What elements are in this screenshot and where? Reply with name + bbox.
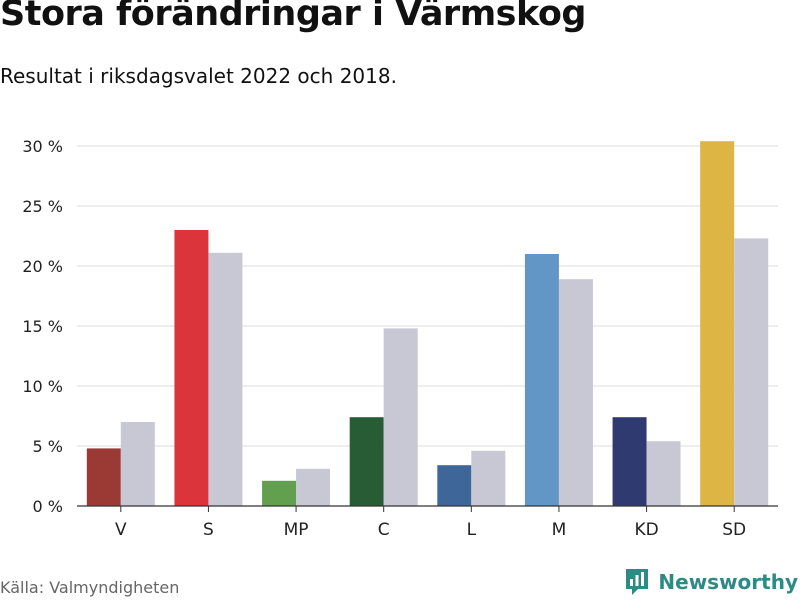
brand-name: Newsworthy bbox=[658, 570, 798, 594]
bar-2022 bbox=[86, 448, 121, 506]
bar-chart-logo-icon bbox=[626, 569, 649, 595]
bar-2018 bbox=[120, 422, 155, 506]
x-tick-label: SD bbox=[722, 520, 746, 540]
y-tick-label: 25 % bbox=[22, 197, 63, 216]
x-tick-label: C bbox=[378, 520, 390, 540]
x-tick-label: S bbox=[203, 520, 214, 540]
chart-title: Stora förändringar i Värmskog bbox=[0, 0, 586, 34]
y-tick-label: 10 % bbox=[22, 377, 63, 396]
brand-logo[interactable]: Newsworthy bbox=[624, 566, 798, 598]
source-note: Källa: Valmyndigheten bbox=[0, 578, 180, 597]
bar-2018 bbox=[383, 328, 418, 506]
bar-2022 bbox=[524, 254, 559, 506]
bar-2018 bbox=[296, 468, 331, 506]
bar-2022 bbox=[437, 465, 472, 506]
y-tick-label: 15 % bbox=[22, 317, 63, 336]
bar-2022 bbox=[612, 417, 647, 506]
x-tick-label: MP bbox=[284, 520, 309, 540]
y-tick-label: 30 % bbox=[22, 137, 63, 156]
x-tick-label: V bbox=[115, 520, 127, 540]
bar-2018 bbox=[471, 450, 506, 506]
x-tick-label: KD bbox=[634, 520, 658, 540]
y-tick-label: 0 % bbox=[33, 497, 63, 516]
bar-2022 bbox=[174, 230, 209, 506]
bar-2018 bbox=[558, 279, 593, 506]
bar-2018 bbox=[734, 238, 769, 506]
bar-2018 bbox=[646, 441, 681, 506]
bar-chart: 0 % 5 % 10 % 15 % 20 % 25 % 30 % V S MP C L M KD SD bbox=[22, 137, 778, 540]
y-tick-label: 20 % bbox=[22, 257, 63, 276]
bar-2022 bbox=[349, 417, 384, 506]
x-tick-label: M bbox=[552, 520, 567, 540]
x-tick-label: L bbox=[467, 520, 477, 540]
bar-2022 bbox=[262, 480, 297, 506]
chart-subtitle: Resultat i riksdagsvalet 2022 och 2018. bbox=[0, 64, 397, 88]
y-tick-label: 5 % bbox=[33, 437, 63, 456]
bar-2018 bbox=[208, 252, 243, 506]
bar-2022 bbox=[700, 141, 735, 506]
